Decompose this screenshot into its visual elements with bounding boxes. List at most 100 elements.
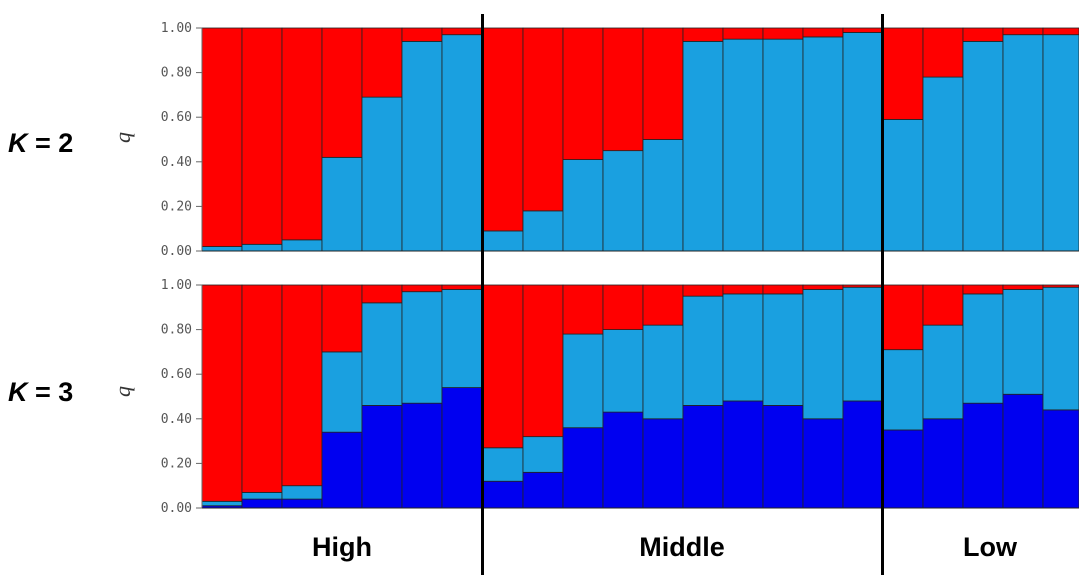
y-tick-label: 1.00	[161, 278, 192, 293]
bar-segment	[922, 27, 964, 78]
bars-k2	[201, 27, 1079, 252]
bar-segment	[522, 284, 564, 438]
bar-segment	[1002, 393, 1044, 509]
bar-segment	[1042, 27, 1079, 36]
bar-segment	[682, 405, 724, 509]
bar-segment	[441, 284, 483, 290]
bar-segment	[1042, 409, 1079, 509]
bar-segment	[482, 284, 524, 449]
y-tick-label: 0.00	[161, 501, 192, 516]
bar-segment	[441, 289, 483, 388]
bar-segment	[401, 402, 443, 509]
bar-segment	[802, 289, 844, 420]
bar-segment	[321, 27, 363, 158]
bar-segment	[562, 427, 604, 509]
bar-segment	[401, 284, 443, 293]
bar-segment	[361, 302, 403, 406]
bar-segment	[602, 411, 644, 509]
y-tick-label: 0.80	[161, 66, 192, 81]
bar-segment	[722, 400, 764, 509]
bar-segment	[642, 418, 684, 509]
bar-segment	[201, 246, 243, 252]
bar-segment	[762, 293, 804, 406]
y-tick-label: 0.60	[161, 367, 192, 382]
group-label: Low	[963, 532, 1018, 562]
bar-segment	[482, 447, 524, 482]
bar-segment	[241, 498, 283, 509]
bar-segment	[642, 27, 684, 140]
bar-segment	[522, 436, 564, 473]
bar-segment	[882, 284, 924, 351]
bar-segment	[962, 293, 1004, 404]
bar-segment	[882, 429, 924, 509]
bar-segment	[722, 284, 764, 295]
bar-segment	[962, 402, 1004, 509]
y-tick-label: 0.20	[161, 199, 192, 214]
y-tick-label: 1.00	[161, 21, 192, 36]
bars-k3	[201, 284, 1079, 509]
bar-segment	[281, 485, 323, 500]
bar-segment	[201, 284, 243, 502]
bar-segment	[1042, 284, 1079, 288]
bar-segment	[361, 27, 403, 98]
bar-segment	[762, 284, 804, 295]
bar-segment	[602, 27, 644, 152]
y-tick-label: 0.40	[161, 412, 192, 427]
bar-segment	[1042, 286, 1079, 411]
bar-segment	[602, 329, 644, 413]
bar-segment	[321, 431, 363, 509]
bar-segment	[562, 27, 604, 160]
bar-segment	[201, 500, 243, 507]
bar-segment	[962, 284, 1004, 295]
y-tick-label: 0.00	[161, 244, 192, 259]
bar-segment	[962, 27, 1004, 42]
bar-segment	[962, 40, 1004, 252]
bar-segment	[1002, 284, 1044, 290]
k2-label: K = 2	[8, 128, 73, 158]
bar-segment	[722, 38, 764, 252]
bar-segment	[281, 284, 323, 487]
bar-segment	[522, 471, 564, 509]
bar-segment	[922, 284, 964, 326]
panel-k3: K = 3 q 0.00 0.20 0.40 0.60 0.80 1.00	[8, 278, 1079, 516]
bar-segment	[882, 119, 924, 252]
bar-segment	[482, 27, 524, 232]
bar-segment	[1042, 34, 1079, 252]
q-axis-label-k3: q	[110, 386, 135, 397]
bar-segment	[602, 284, 644, 330]
bar-segment	[562, 333, 604, 429]
k3-label: K = 3	[8, 377, 73, 407]
group-labels: High Middle Low	[312, 532, 1018, 562]
q-axis-label-k2: q	[110, 132, 135, 143]
bar-segment	[201, 27, 243, 247]
bar-segment	[321, 284, 363, 353]
y-tick-label: 0.40	[161, 155, 192, 170]
bar-segment	[1002, 27, 1044, 36]
bar-segment	[642, 324, 684, 420]
bar-segment	[922, 418, 964, 509]
bar-segment	[682, 27, 724, 42]
bar-segment	[562, 159, 604, 252]
bar-segment	[802, 418, 844, 509]
bar-segment	[281, 27, 323, 241]
y-tick-label: 0.80	[161, 323, 192, 338]
bar-segment	[762, 27, 804, 40]
bar-segment	[321, 351, 363, 433]
bar-segment	[602, 150, 644, 252]
bar-segment	[802, 284, 844, 290]
bar-segment	[482, 480, 524, 509]
bar-segment	[722, 27, 764, 40]
bar-segment	[241, 243, 283, 252]
bar-segment	[241, 491, 283, 500]
bar-segment	[642, 284, 684, 326]
bar-segment	[321, 156, 363, 252]
bar-segment	[401, 27, 443, 42]
bar-segment	[882, 27, 924, 120]
bar-segment	[842, 286, 883, 402]
y-tick-label: 0.60	[161, 110, 192, 125]
bar-segment	[682, 295, 724, 406]
y-ticks-k3: 0.00 0.20 0.40 0.60 0.80 1.00	[161, 278, 202, 516]
bar-segment	[842, 32, 883, 252]
bar-segment	[441, 387, 483, 509]
